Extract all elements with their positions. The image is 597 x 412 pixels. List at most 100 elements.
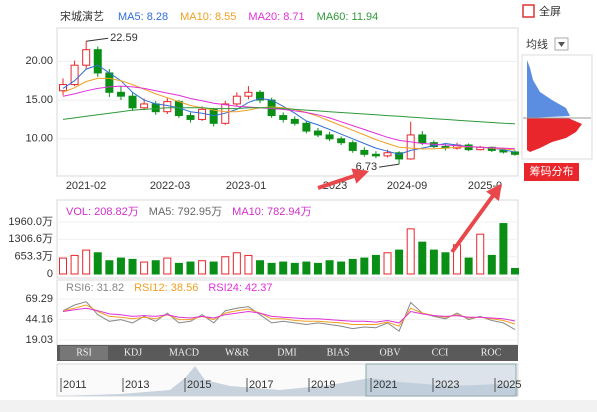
candle-body <box>313 130 322 136</box>
candle-body <box>151 103 160 113</box>
active-tab[interactable] <box>60 346 108 360</box>
candle-body <box>128 95 137 109</box>
volume-bar <box>209 261 218 275</box>
volume-bar <box>325 260 334 275</box>
candle-body <box>209 108 218 124</box>
stock-name: 宋城演艺 <box>60 9 104 23</box>
volume-bar <box>464 257 473 275</box>
x-tick-label: 2024-09 <box>387 180 427 192</box>
candle-body <box>59 84 67 92</box>
volume-bar <box>302 261 311 275</box>
candle-body <box>116 91 125 97</box>
volume-bar <box>406 228 415 275</box>
tab[interactable]: DMI <box>277 347 296 358</box>
volume-bar <box>383 252 392 275</box>
max-pointer <box>86 37 109 42</box>
legend-item: MA10: 782.94万 <box>232 206 312 218</box>
candle-body <box>244 91 253 97</box>
candle-body <box>290 118 299 124</box>
legend-item: RSI24: 42.37 <box>208 282 272 294</box>
volume-bar <box>151 260 160 275</box>
volume-bar <box>337 261 346 275</box>
y-tick-label: 1960.0万 <box>8 216 53 228</box>
timeline-label: 2023 <box>435 379 459 391</box>
candle-body <box>93 49 102 74</box>
timeline-label: 2011 <box>63 379 87 391</box>
x-tick-label: 2021-02 <box>66 180 106 192</box>
tab[interactable]: RSI <box>76 347 92 358</box>
fullscreen-button[interactable]: 全屏 <box>539 4 561 18</box>
red-arrow <box>450 183 502 254</box>
timeline-label: 2019 <box>311 379 335 391</box>
tab[interactable]: KDJ <box>124 347 142 358</box>
candle-body <box>232 95 241 105</box>
candle-body <box>279 115 288 120</box>
line <box>62 304 516 327</box>
timeline-label: 2015 <box>187 379 211 391</box>
fullscreen-icon[interactable] <box>522 4 535 18</box>
volume-bar <box>313 262 322 275</box>
timeline-label: 2021 <box>373 379 397 391</box>
tab[interactable]: OBV <box>379 347 401 358</box>
y-tick-label: 10.00 <box>25 133 53 145</box>
candle-body <box>464 144 473 151</box>
tab-bar <box>57 345 518 361</box>
min-pointer <box>379 163 400 168</box>
timeline-window[interactable] <box>365 363 517 397</box>
volume-bar <box>93 252 102 275</box>
rsi-frame <box>56 279 519 346</box>
candle-body <box>371 153 380 157</box>
line <box>62 301 516 332</box>
candle-body <box>186 115 195 120</box>
volume-bar <box>348 258 357 275</box>
timeline-label: 2013 <box>125 379 149 391</box>
main-frame <box>56 27 519 177</box>
volume-bar <box>221 256 230 275</box>
candle-body <box>383 152 392 157</box>
tab[interactable]: W&R <box>225 347 249 358</box>
volume-bar <box>163 257 172 275</box>
volume-bar <box>418 241 427 275</box>
volume-bar <box>70 254 79 275</box>
volume-bar <box>256 260 265 275</box>
max-label: 22.59 <box>110 32 138 44</box>
legend-item: RSI6: 31.82 <box>66 282 124 294</box>
tab[interactable]: ROC <box>481 347 502 358</box>
volume-bar <box>198 260 207 275</box>
volume-bar <box>174 262 183 275</box>
dropdown-arrow <box>558 42 565 47</box>
volume-bar <box>441 252 450 275</box>
y-tick-label: 44.16 <box>25 313 53 325</box>
line <box>62 307 516 324</box>
timeline-label: 2017 <box>249 379 273 391</box>
line <box>62 107 516 125</box>
y-tick-label: 19.03 <box>25 334 53 346</box>
x-tick-label: 2023-01 <box>226 180 266 192</box>
volume-bar <box>360 257 369 275</box>
candle-body <box>198 108 207 120</box>
volume-bar <box>371 254 380 275</box>
candle-body <box>395 152 404 160</box>
tab[interactable]: CCI <box>432 347 449 358</box>
y-tick-label: 69.29 <box>25 293 53 305</box>
red-arrow <box>317 168 370 190</box>
legend-item: MA20: 8.71 <box>248 11 304 23</box>
candle-body <box>140 103 149 109</box>
tab[interactable]: MACD <box>169 347 199 358</box>
chip-button-label[interactable]: 筹码分布 <box>530 164 574 178</box>
volume-bar <box>290 262 299 275</box>
legend-item: RSI12: 38.56 <box>134 282 198 294</box>
legend-item: MA10: 8.55 <box>180 11 236 23</box>
chip-blue <box>527 60 570 118</box>
y-tick-label: 0 <box>47 268 53 280</box>
volume-bar <box>511 267 519 275</box>
volume-bar <box>128 258 137 275</box>
tab[interactable]: BIAS <box>327 347 350 358</box>
legend-item: MA5: 792.95万 <box>149 206 222 218</box>
timeline-area <box>57 366 518 396</box>
volume-bar <box>186 261 195 275</box>
line <box>62 85 516 150</box>
ma-select[interactable]: 均线 <box>526 37 548 51</box>
chip-button[interactable] <box>524 163 579 181</box>
